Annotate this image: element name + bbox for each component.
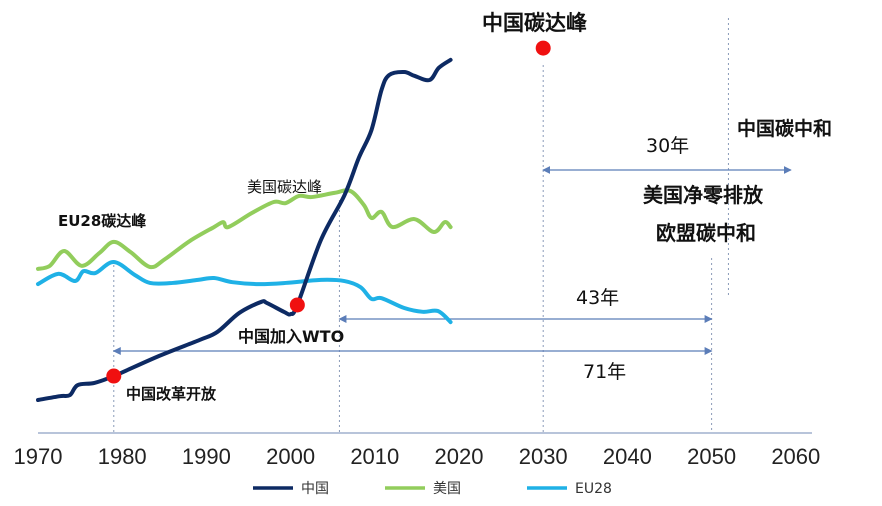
annotation-cn-wto: 中国加入WTO xyxy=(238,327,344,346)
annotation-us-netzero: 美国净零排放 xyxy=(643,183,764,207)
event-markers xyxy=(106,40,551,384)
x-tick-label: 1990 xyxy=(182,444,231,469)
marker-dot-0 xyxy=(106,368,122,384)
x-tick-label: 2030 xyxy=(519,444,568,469)
x-tick-label: 2020 xyxy=(435,444,484,469)
x-tick-label: 2060 xyxy=(771,444,820,469)
annotation-us-peak: 美国碳达峰 xyxy=(247,178,322,196)
x-tick-label: 2010 xyxy=(350,444,399,469)
series-line-EU28 xyxy=(36,260,453,325)
legend-label-0: 中国 xyxy=(301,481,329,497)
marker-dot-1 xyxy=(289,297,305,313)
annotation-cn-neutral: 中国碳中和 xyxy=(737,117,832,140)
x-tick-label: 2000 xyxy=(266,444,315,469)
span-arrows xyxy=(112,166,792,355)
legend: 中国 美国 EU28 xyxy=(253,481,612,497)
annotation-cn-reform: 中国改革开放 xyxy=(126,385,217,403)
series-lines xyxy=(36,57,453,402)
x-tick-label: 1980 xyxy=(98,444,147,469)
legend-label-2: EU28 xyxy=(575,481,612,497)
x-axis-ticks: 1970 1980 1990 2000 2010 2020 2030 2040 2050 2060 xyxy=(14,444,821,469)
x-tick-label: 2040 xyxy=(603,444,652,469)
series-line-美国 xyxy=(36,188,453,271)
legend-label-1: 美国 xyxy=(433,481,461,497)
span-label-71: 71年 xyxy=(583,361,626,383)
annotation-cn-peak: 中国碳达峰 xyxy=(482,11,587,35)
x-tick-label: 1970 xyxy=(14,444,63,469)
marker-dot-2 xyxy=(535,40,551,56)
span-label-43: 43年 xyxy=(576,287,619,309)
annotation-eu-neutral: 欧盟碳中和 xyxy=(656,221,756,245)
x-tick-label: 2050 xyxy=(687,444,736,469)
span-label-30: 30年 xyxy=(646,135,689,157)
series-line-中国 xyxy=(36,57,453,402)
annotation-eu-peak: EU28碳达峰 xyxy=(58,212,147,230)
